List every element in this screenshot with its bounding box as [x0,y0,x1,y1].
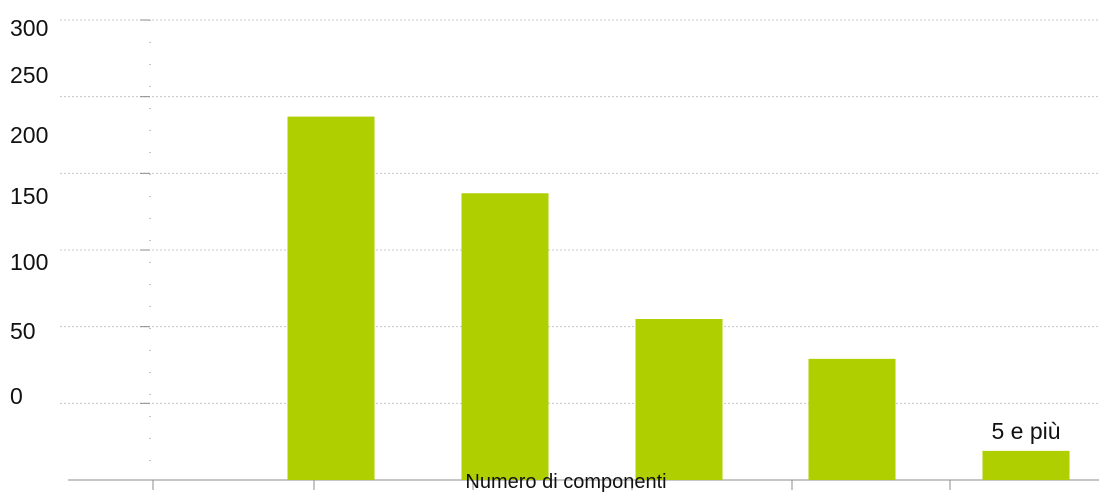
y-tick-label: 0 [10,383,23,409]
x-axis-title: Numero di componenti [465,471,666,493]
y-tick-label: 300 [10,15,48,41]
y-tick-label: 100 [10,249,48,275]
bar [982,450,1070,480]
data-labels: 5 e più [991,418,1060,444]
bar [287,116,375,480]
bars [287,116,1070,480]
bar-data-label: 5 e più [991,418,1060,444]
bar [635,319,723,480]
y-tick-labels: 300 250 200 150 100 50 0 [10,15,48,409]
bar [808,358,896,480]
y-tick-label: 150 [10,183,48,209]
y-tick-label: 200 [10,122,48,148]
axes [68,19,1099,490]
y-tick-label: 250 [10,62,48,88]
y-tick-label: 50 [10,318,36,344]
gridlines [60,19,1099,404]
bar [461,193,549,480]
